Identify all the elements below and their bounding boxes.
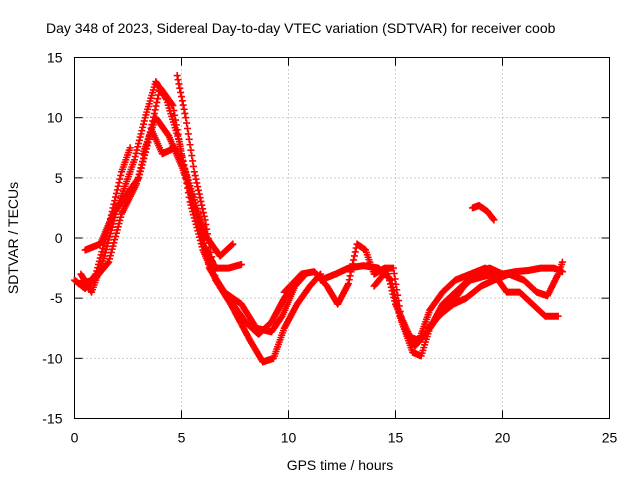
series-track-5 <box>139 114 245 272</box>
y-tick-label: 5 <box>55 170 63 186</box>
x-tick-label: 10 <box>281 430 297 446</box>
x-tick-label: 5 <box>178 430 186 446</box>
series-marker-path <box>469 202 498 224</box>
series-track-11 <box>434 258 566 320</box>
series-track-12 <box>469 202 498 224</box>
y-tick-label: -5 <box>50 290 63 306</box>
y-tick-label: -15 <box>42 411 62 427</box>
series-marker-path <box>434 258 566 320</box>
y-tick-label: 15 <box>47 50 63 66</box>
x-tick-label: 25 <box>602 430 618 446</box>
chart-title: Day 348 of 2023, Sidereal Day-to-day VTE… <box>46 20 556 36</box>
axis-ticks: 0 5 10 15 20 25 -15 -10 -5 0 5 10 15 <box>42 50 617 446</box>
x-tick-label: 15 <box>388 430 404 446</box>
series-marker-path <box>173 72 325 366</box>
x-tick-label: 20 <box>495 430 511 446</box>
grid-lines <box>74 57 610 419</box>
x-axis-label: GPS time / hours <box>287 457 394 473</box>
series-track-6 <box>173 72 325 366</box>
y-tick-label: 0 <box>55 230 63 246</box>
series-marker-path <box>139 114 245 272</box>
y-tick-label: 10 <box>47 110 63 126</box>
data-series <box>71 72 566 366</box>
x-tick-label: 0 <box>71 430 79 446</box>
y-axis-label: SDTVAR / TECUs <box>5 182 21 294</box>
y-tick-label: -10 <box>42 350 62 366</box>
